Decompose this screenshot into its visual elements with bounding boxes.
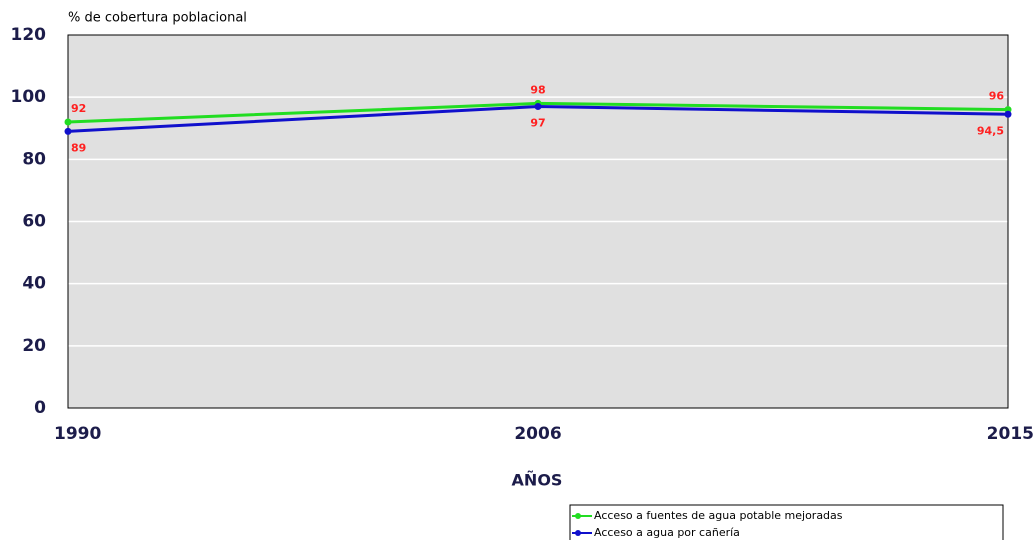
value-label: 96	[989, 90, 1005, 103]
point	[64, 127, 72, 135]
value-label: 89	[71, 141, 86, 154]
point	[534, 102, 542, 110]
y-axis-label: % de cobertura poblacional	[68, 11, 247, 26]
value-label: 94,5	[977, 124, 1004, 137]
plot-border	[67, 34, 1009, 409]
x-axis-label: AÑOS	[512, 471, 563, 490]
x-tick-label: 1990	[54, 424, 101, 444]
y-tick-label: 0	[34, 398, 46, 418]
legend-marker	[575, 513, 581, 519]
legend-label: Acceso a fuentes de agua potable mejorad…	[594, 509, 843, 522]
x-tick-label: 2006	[514, 424, 561, 444]
y-tick-label: 20	[22, 336, 46, 356]
y-tick-label: 80	[22, 149, 46, 169]
value-label: 98	[530, 83, 545, 96]
x-tick-label: 2015	[987, 424, 1034, 444]
legend-box	[569, 504, 1004, 540]
value-label: 92	[71, 102, 86, 115]
value-label: 97	[530, 116, 545, 129]
y-tick-label: 120	[11, 25, 47, 45]
y-tick-label: 40	[22, 274, 46, 294]
legend-marker	[575, 530, 581, 536]
y-tick-label: 60	[22, 212, 46, 232]
y-tick-label: 100	[11, 87, 47, 107]
point	[64, 118, 72, 126]
legend-label: Acceso a agua por cañería	[594, 526, 740, 539]
point	[1004, 110, 1012, 118]
